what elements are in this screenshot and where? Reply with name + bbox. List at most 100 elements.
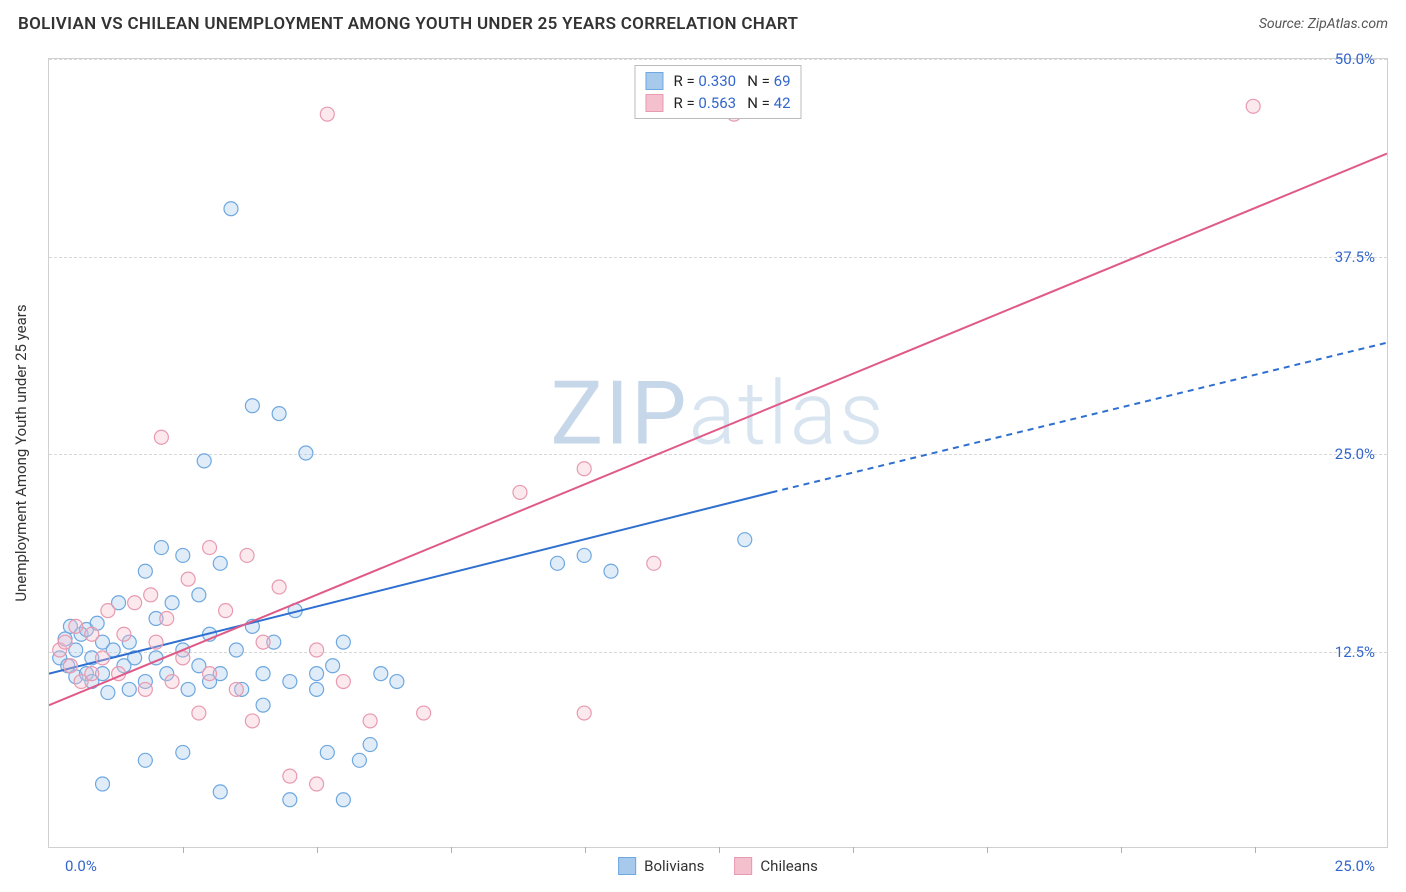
data-point [272,407,286,421]
data-point [149,635,163,649]
data-point [144,588,158,602]
x-tick [719,847,720,853]
data-point [245,399,259,413]
legend-swatch [645,94,663,112]
data-point [245,714,259,728]
trend-line [49,154,1387,706]
data-point [128,596,142,610]
data-point [101,686,115,700]
data-point [160,611,174,625]
x-axis-max-label: 25.0% [1335,857,1375,875]
data-point [240,548,254,562]
data-point [85,627,99,641]
data-point [283,769,297,783]
chart-frame: Unemployment Among Youth under 25 years … [48,58,1388,848]
legend-swatch [734,857,752,875]
data-point [299,446,313,460]
data-point [310,643,324,657]
data-point [390,675,404,689]
data-point [310,682,324,696]
data-point [203,667,217,681]
legend-stats-row: R = 0.563 N = 42 [645,92,790,114]
data-point [320,107,334,121]
data-point [154,541,168,555]
trend-line-extrapolated [772,343,1387,493]
legend-item: Bolivians [618,857,704,875]
data-point [117,627,131,641]
data-point [101,604,115,618]
x-tick [1255,847,1256,853]
data-point [550,556,564,570]
data-point [181,682,195,696]
data-point [310,777,324,791]
legend-swatch [618,857,636,875]
data-point [176,745,190,759]
data-point [224,202,238,216]
data-point [192,588,206,602]
legend-series: Bolivians Chileans [618,857,818,875]
data-point [738,533,752,547]
x-tick [451,847,452,853]
data-point [197,454,211,468]
data-point [256,698,270,712]
data-point [363,714,377,728]
data-point [85,667,99,681]
data-point [336,675,350,689]
data-point [417,706,431,720]
legend-label: Chileans [760,857,817,875]
x-tick [183,847,184,853]
y-axis-title: Unemployment Among Youth under 25 years [12,304,30,601]
data-point [213,785,227,799]
data-point [513,485,527,499]
data-point [213,556,227,570]
data-point [58,635,72,649]
x-tick [1121,847,1122,853]
data-point [352,753,366,767]
data-point [192,706,206,720]
data-point [577,548,591,562]
data-point [577,462,591,476]
data-point [374,667,388,681]
scatter-plot [49,59,1387,847]
data-point [310,667,324,681]
legend-swatch [645,72,663,90]
data-point [256,667,270,681]
x-tick [987,847,988,853]
data-point [647,556,661,570]
data-point [165,675,179,689]
x-tick [317,847,318,853]
x-tick [853,847,854,853]
legend-item: Chileans [734,857,817,875]
data-point [96,777,110,791]
data-point [577,706,591,720]
data-point [229,643,243,657]
data-point [138,753,152,767]
data-point [203,541,217,555]
data-point [256,635,270,649]
data-point [154,430,168,444]
data-point [326,659,340,673]
data-point [181,572,195,586]
source-attribution: Source: ZipAtlas.com [1259,16,1388,32]
legend-stats: R = 0.330 N = 69R = 0.563 N = 42 [634,65,801,119]
data-point [336,635,350,649]
legend-stats-row: R = 0.330 N = 69 [645,70,790,92]
data-point [96,651,110,665]
x-axis-origin-label: 0.0% [65,857,97,875]
data-point [320,745,334,759]
data-point [363,738,377,752]
data-point [138,682,152,696]
data-point [272,580,286,594]
data-point [176,548,190,562]
data-point [138,564,152,578]
x-tick [585,847,586,853]
data-point [69,619,83,633]
data-point [1246,99,1260,113]
data-point [219,604,233,618]
data-point [604,564,618,578]
chart-title: BOLIVIAN VS CHILEAN UNEMPLOYMENT AMONG Y… [18,14,798,34]
legend-label: Bolivians [644,857,704,875]
data-point [122,682,136,696]
data-point [229,682,243,696]
data-point [165,596,179,610]
